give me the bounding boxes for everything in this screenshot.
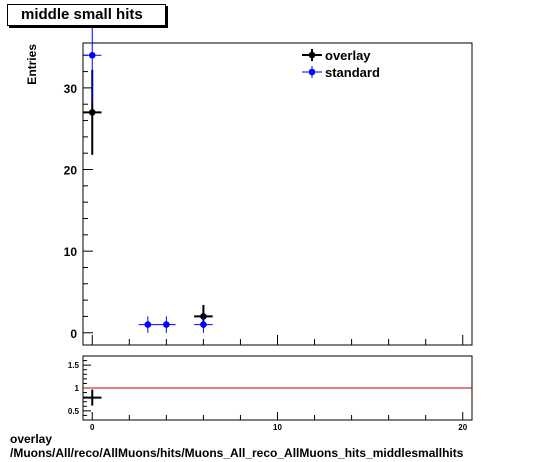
- x-tick-label: 20: [458, 423, 467, 432]
- y-tick-label: 30: [64, 82, 78, 96]
- y-tick-label: 0: [70, 327, 77, 341]
- y-tick-label: 1: [75, 384, 80, 393]
- main-data-points: [83, 7, 213, 333]
- y-axis-label: Entries: [25, 44, 39, 85]
- ratio-point: [83, 389, 102, 406]
- y-tick-label: 1.5: [68, 361, 80, 370]
- data-point: [157, 316, 176, 333]
- legend: overlay standard: [302, 48, 380, 80]
- y-tick-label: 20: [64, 164, 78, 178]
- ratio-data-points: [83, 389, 102, 406]
- y-tick-label: 0.5: [68, 407, 80, 416]
- legend-marker: [308, 51, 316, 59]
- data-point: [194, 316, 213, 333]
- ratio-x-axis: 0 10 20: [90, 412, 468, 432]
- main-x-axis: [91, 335, 464, 345]
- data-point: [138, 316, 158, 333]
- legend-label: overlay: [325, 48, 371, 63]
- x-tick-label: 10: [273, 423, 282, 432]
- marker: [163, 321, 170, 328]
- main-y-axis: 0 10 20 30: [64, 54, 93, 341]
- marker: [144, 321, 152, 328]
- legend-label: standard: [325, 65, 380, 80]
- y-tick-label: 10: [64, 245, 78, 259]
- marker: [88, 109, 96, 116]
- footer-path: /Muons/All/reco/AllMuons/hits/Muons_All_…: [10, 446, 464, 460]
- x-tick-label: 0: [90, 423, 95, 432]
- marker: [88, 51, 96, 59]
- plot-title: middle small hits: [7, 4, 166, 26]
- main-plot-frame: [82, 42, 473, 346]
- footer-label: overlay: [10, 432, 53, 446]
- legend-marker: [308, 68, 316, 76]
- marker: [200, 321, 207, 328]
